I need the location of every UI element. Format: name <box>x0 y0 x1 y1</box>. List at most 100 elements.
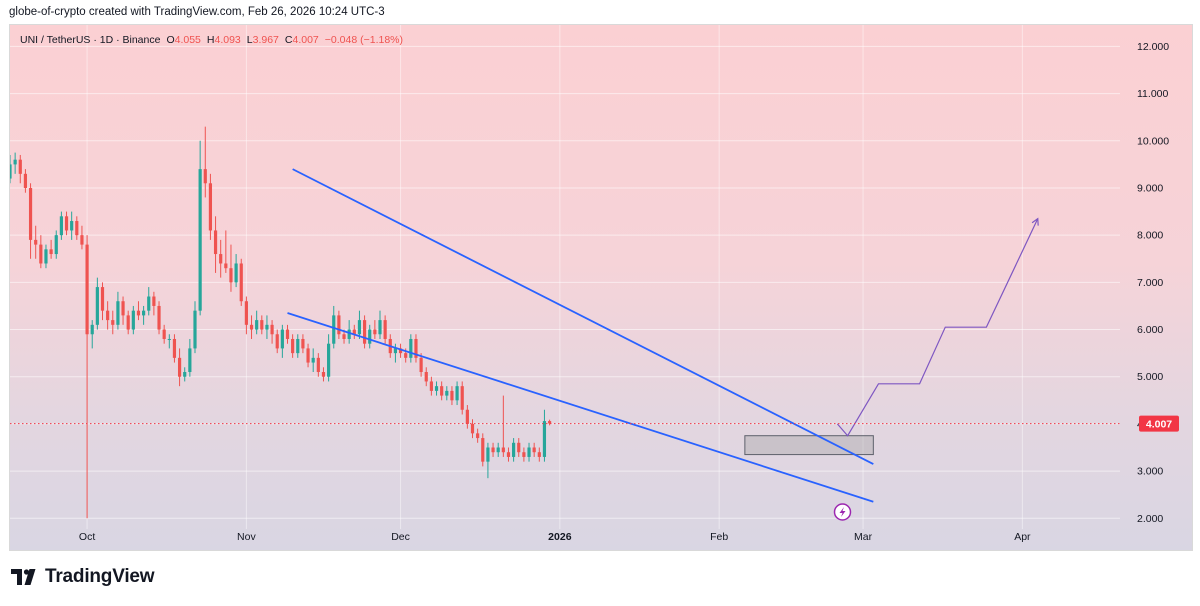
axis-layer: 2.0003.0004.0005.0006.0007.0008.0009.000… <box>79 41 1179 543</box>
candle-body <box>517 442 521 453</box>
candle-body <box>373 329 377 335</box>
candle-body <box>424 372 428 382</box>
x-tick-label: Feb <box>710 531 728 543</box>
current-price-badge <box>1139 415 1179 432</box>
candle-body <box>208 183 213 231</box>
consolidation-box <box>744 435 874 456</box>
candle-body <box>486 447 490 462</box>
candle-body <box>291 338 295 354</box>
tradingview-logo[interactable]: TradingView <box>11 566 155 588</box>
candle-body <box>224 263 228 269</box>
y-tick-label: 10.000 <box>1137 135 1169 147</box>
candle-body <box>357 320 362 335</box>
candle-body <box>49 249 53 255</box>
legend-change: −0.048 (−1.18%) <box>324 34 404 46</box>
candle-body <box>131 310 135 330</box>
candle-body <box>121 301 125 316</box>
candle-body <box>476 433 480 439</box>
candle-body <box>445 390 449 396</box>
candle-body <box>177 357 182 377</box>
candle-body <box>398 348 403 354</box>
candle-body <box>111 320 115 325</box>
candle-body <box>275 334 279 349</box>
y-tick-label: 12.000 <box>1137 41 1169 53</box>
candle-body <box>23 173 28 188</box>
candle-body <box>542 421 547 457</box>
candle-body <box>54 235 58 255</box>
candle-body <box>219 254 223 264</box>
legend-close: 4.007 <box>292 34 319 46</box>
candle-body <box>85 244 89 335</box>
y-tick-label: 11.000 <box>1137 88 1168 100</box>
legend-open: 4.055 <box>174 34 201 46</box>
candle-body <box>213 230 218 255</box>
candle-body <box>285 329 290 339</box>
x-tick-label: Mar <box>854 531 873 543</box>
candle-body <box>265 324 269 330</box>
candle-body <box>306 348 310 363</box>
candle-body <box>59 216 63 236</box>
candle-body <box>100 287 105 311</box>
candle-body <box>229 268 233 283</box>
chart-legend: UNI / TetherUS · 1D · Binance O 4.055 H … <box>20 34 403 46</box>
tradingview-wordmark: TradingView <box>45 566 155 587</box>
candle-body <box>188 348 192 373</box>
candle-body <box>342 334 346 339</box>
y-tick-label: 5.000 <box>1137 371 1163 383</box>
y-tick-label: 7.000 <box>1137 277 1163 289</box>
candle-body <box>321 372 326 377</box>
tradingview-logo-icon <box>11 569 36 585</box>
candle-body <box>162 329 166 339</box>
candle-body <box>296 338 300 354</box>
candle-body <box>172 338 177 358</box>
candle-body <box>378 320 382 335</box>
chart-area[interactable]: 2.0003.0004.0005.0006.0007.0008.0009.000… <box>9 24 1193 551</box>
candle-body <box>157 305 161 330</box>
legend-open-label: O <box>166 34 175 46</box>
candle-body <box>167 338 171 340</box>
candle-body <box>260 320 264 330</box>
candle-body <box>409 338 413 358</box>
candle-body <box>10 164 12 179</box>
candle-layer <box>10 126 552 519</box>
candle-body <box>496 447 500 453</box>
x-tick-label: Oct <box>79 531 95 543</box>
projection-path <box>836 218 1039 437</box>
candle-body <box>332 315 336 344</box>
candle-body <box>34 239 38 245</box>
candle-body <box>28 187 33 240</box>
x-tick-label: Apr <box>1014 531 1031 543</box>
candle-body <box>470 423 475 434</box>
candle-body <box>106 310 110 321</box>
candle-body <box>13 159 17 165</box>
candle-body <box>44 249 48 264</box>
candle-body <box>183 372 187 377</box>
y-tick-label: 9.000 <box>1137 182 1163 194</box>
candle-body <box>419 357 423 373</box>
candle-body <box>270 324 274 335</box>
candle-body <box>90 324 94 335</box>
x-tick-label: 2026 <box>548 531 572 543</box>
candle-body <box>39 244 43 264</box>
candle-body <box>450 390 454 401</box>
candle-body <box>18 159 22 174</box>
candle-body <box>116 301 120 325</box>
legend-high: 4.093 <box>214 34 241 46</box>
price-chart[interactable]: 2.0003.0004.0005.0006.0007.0008.0009.000… <box>10 25 1193 551</box>
candle-body <box>327 343 331 377</box>
legend-symbol: UNI / TetherUS · 1D · Binance <box>20 34 161 46</box>
candle-body <box>152 296 156 306</box>
candle-body <box>362 320 367 344</box>
candle-body <box>465 409 469 424</box>
candle-body <box>352 329 356 335</box>
legend-high-label: H <box>206 34 215 46</box>
y-tick-label: 6.000 <box>1137 324 1163 336</box>
candle-body <box>316 357 320 373</box>
candle-body <box>440 386 444 396</box>
lightning-icon <box>839 507 846 517</box>
candle-body <box>393 348 398 354</box>
candle-body <box>368 329 372 344</box>
current-price-label: 4.007 <box>1146 419 1172 431</box>
candle-body <box>347 329 351 339</box>
candle-body <box>522 452 526 457</box>
